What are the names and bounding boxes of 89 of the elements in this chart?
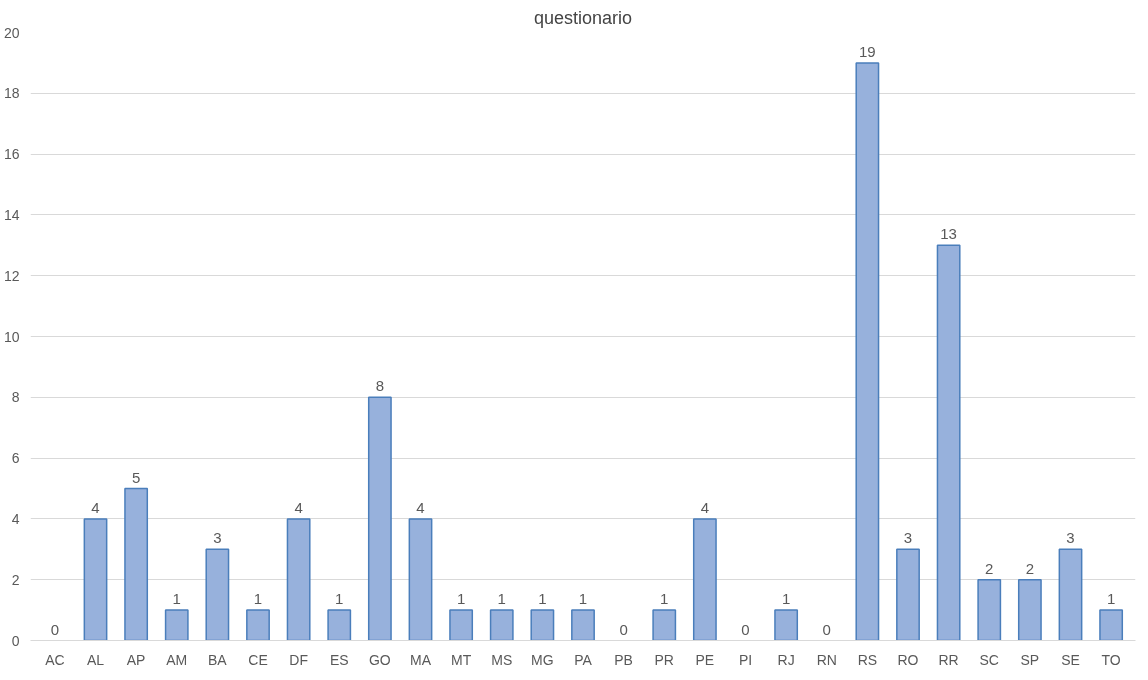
x-tick-label: SP bbox=[1020, 651, 1040, 668]
bar bbox=[774, 609, 799, 641]
y-tick-label: 16 bbox=[3, 146, 20, 163]
x-tick-label: GO bbox=[368, 651, 391, 668]
data-label: 13 bbox=[940, 225, 957, 243]
y-tick-label: 4 bbox=[11, 510, 20, 527]
bar bbox=[855, 62, 880, 641]
data-label: 1 bbox=[497, 590, 506, 608]
y-tick-label: 10 bbox=[3, 328, 20, 345]
bar bbox=[530, 609, 555, 641]
bar bbox=[692, 518, 717, 641]
x-tick-label: PA bbox=[574, 651, 593, 668]
bar bbox=[367, 396, 392, 641]
data-label: 1 bbox=[660, 590, 669, 608]
data-label: 1 bbox=[1106, 590, 1116, 608]
bar bbox=[1099, 609, 1124, 641]
bar bbox=[977, 578, 1002, 641]
x-tick-label: AL bbox=[86, 651, 105, 668]
x-tick-label: CE bbox=[248, 651, 268, 668]
bar bbox=[571, 609, 595, 641]
y-tick-label: 2 bbox=[11, 571, 20, 588]
data-label: 0 bbox=[50, 620, 60, 638]
bar bbox=[449, 609, 474, 641]
x-tick-label: TO bbox=[1101, 651, 1121, 668]
y-tick-label: 14 bbox=[3, 206, 20, 223]
y-tick-label: 18 bbox=[3, 85, 20, 102]
x-tick-label: PI bbox=[738, 651, 753, 668]
bar bbox=[896, 548, 920, 641]
x-tick-label: PR bbox=[654, 651, 674, 668]
data-label: 4 bbox=[294, 498, 303, 516]
y-tick-label: 6 bbox=[11, 450, 20, 467]
data-label: 2 bbox=[985, 559, 994, 577]
chart-title: questionario bbox=[533, 7, 633, 28]
data-label: 5 bbox=[131, 468, 141, 486]
bar bbox=[286, 518, 311, 641]
x-tick-label: RN bbox=[816, 651, 837, 668]
data-label: 1 bbox=[781, 590, 791, 608]
x-tick-label: RJ bbox=[777, 651, 795, 668]
data-label: 1 bbox=[253, 590, 263, 608]
bar bbox=[83, 518, 108, 641]
data-label: 4 bbox=[416, 498, 425, 516]
y-tick-label: 12 bbox=[3, 267, 20, 284]
x-tick-label: AC bbox=[45, 651, 65, 668]
x-tick-label: ES bbox=[329, 651, 349, 668]
x-tick-label: MG bbox=[531, 651, 554, 668]
data-label: 1 bbox=[172, 590, 181, 608]
data-label: 3 bbox=[213, 529, 222, 547]
data-label: 0 bbox=[822, 620, 831, 638]
bar bbox=[205, 548, 230, 641]
x-tick-label: RO bbox=[897, 651, 919, 668]
x-tick-label: DF bbox=[289, 651, 308, 668]
data-label: 0 bbox=[741, 620, 750, 638]
y-tick-label: 0 bbox=[11, 632, 20, 649]
data-label: 1 bbox=[538, 590, 547, 608]
x-tick-label: MS bbox=[491, 651, 513, 668]
bar bbox=[1058, 548, 1083, 641]
x-tick-label: AM bbox=[166, 651, 188, 668]
data-label: 1 bbox=[578, 590, 588, 608]
bar bbox=[408, 518, 433, 641]
x-tick-label: RR bbox=[938, 651, 959, 668]
x-tick-label: PB bbox=[614, 651, 633, 668]
y-tick-label: 20 bbox=[3, 24, 20, 41]
data-label: 1 bbox=[335, 590, 344, 608]
data-label: 4 bbox=[91, 498, 100, 516]
x-tick-label: RS bbox=[857, 651, 878, 668]
x-tick-label: SE bbox=[1061, 651, 1080, 668]
data-label: 2 bbox=[1025, 559, 1035, 577]
bar bbox=[327, 609, 352, 641]
bar bbox=[164, 609, 189, 641]
data-label: 3 bbox=[1066, 529, 1075, 547]
x-tick-label: PE bbox=[695, 651, 715, 668]
data-label: 19 bbox=[859, 42, 876, 60]
data-label: 3 bbox=[903, 529, 913, 547]
bar bbox=[246, 609, 270, 641]
x-tick-label: MA bbox=[410, 651, 432, 668]
data-label: 0 bbox=[619, 620, 628, 638]
y-tick-label: 8 bbox=[11, 389, 20, 406]
data-label: 1 bbox=[456, 590, 466, 608]
data-label: 8 bbox=[375, 377, 385, 395]
x-tick-label: AP bbox=[126, 651, 146, 668]
x-tick-label: BA bbox=[208, 651, 228, 668]
bar bbox=[936, 244, 961, 641]
data-label: 4 bbox=[700, 498, 710, 516]
bar bbox=[489, 609, 514, 641]
bar bbox=[1017, 578, 1042, 641]
x-tick-label: SC bbox=[979, 651, 999, 668]
bar bbox=[652, 609, 677, 641]
bar bbox=[124, 487, 149, 641]
x-tick-label: MT bbox=[451, 651, 472, 668]
